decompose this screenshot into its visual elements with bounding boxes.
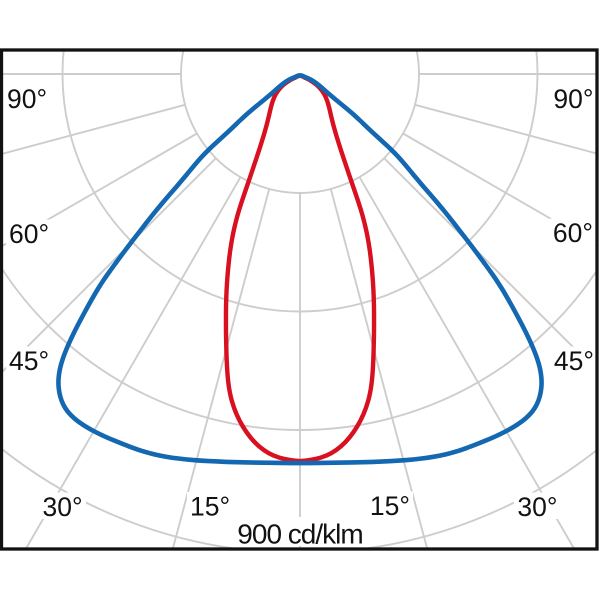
svg-text:45°: 45°	[554, 346, 594, 376]
svg-text:60°: 60°	[9, 219, 49, 249]
svg-text:30°: 30°	[517, 492, 557, 522]
svg-text:90°: 90°	[553, 84, 593, 114]
svg-text:45°: 45°	[9, 346, 49, 376]
svg-text:900 cd/klm: 900 cd/klm	[237, 519, 362, 550]
svg-text:30°: 30°	[43, 492, 83, 522]
svg-text:15°: 15°	[190, 492, 230, 522]
svg-text:90°: 90°	[7, 84, 47, 114]
svg-text:60°: 60°	[553, 218, 593, 248]
svg-text:15°: 15°	[370, 491, 410, 521]
